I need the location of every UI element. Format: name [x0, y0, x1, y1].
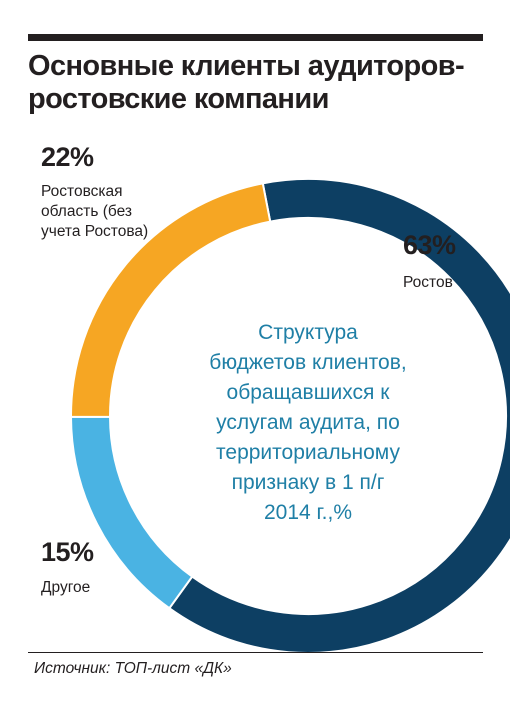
center-text-line-2: бюджетов клиентов, — [209, 351, 407, 374]
bottom-rule — [28, 652, 483, 653]
center-text-line-4: услугам аудита, по — [216, 411, 400, 434]
rostov-percent-label: 63% — [403, 230, 456, 260]
rostov-slice — [167, 178, 510, 654]
center-text-line-6: признаку в 1 п/г — [231, 471, 385, 494]
center-text-line-5: территориальному — [216, 441, 400, 464]
rostov-label-line-1: Ростов — [403, 274, 453, 291]
top-rule — [28, 34, 483, 41]
source-note: Источник: ТОП-лист «ДК» — [34, 660, 232, 677]
chart-title: Основные клиенты аудиторов- ростовские к… — [28, 50, 488, 116]
region-label-line-2: область (без — [41, 203, 132, 220]
region-category-label: Ростовская область (без учета Ростова) — [41, 182, 148, 242]
region-percent-label: 22% — [41, 142, 94, 172]
chart-title-line-1: Основные клиенты аудиторов- — [28, 50, 465, 82]
donut-center-text: Структура бюджетов клиентов, обращавшихс… — [178, 318, 438, 528]
rostov-category-label: Ростов — [403, 273, 453, 293]
other-percent-label: 15% — [41, 537, 94, 567]
center-text-line-3: обращавшихся к — [226, 381, 390, 404]
other-category-label: Другое — [41, 578, 90, 598]
region-label-line-1: Ростовская — [41, 183, 123, 200]
region-label-line-3: учета Ростова) — [41, 223, 149, 240]
chart-title-line-2: ростовские компании — [28, 83, 329, 115]
region-slice — [70, 182, 272, 418]
other-label-line-1: Другое — [41, 579, 91, 596]
center-text-line-7: 2014 г.,% — [264, 501, 352, 524]
center-text-line-1: Структура — [258, 321, 358, 344]
